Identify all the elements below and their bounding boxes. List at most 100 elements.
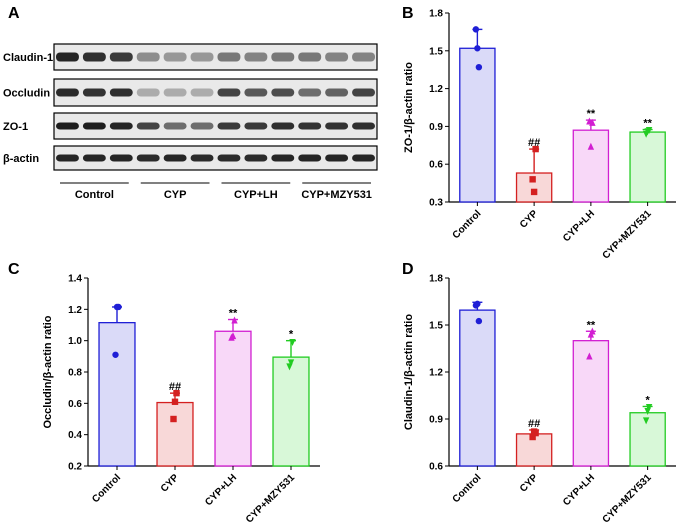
y-tick-label: 0.3 — [429, 198, 443, 209]
blot-band — [163, 122, 187, 130]
y-tick-label: 1.5 — [429, 321, 443, 332]
bar-cyp-mzy531 — [629, 412, 666, 467]
blot-band — [352, 88, 375, 97]
data-point — [645, 126, 653, 134]
blot-band — [190, 52, 214, 62]
blot-band — [271, 88, 295, 97]
x-tick-label: CYP+MZY531 — [601, 208, 654, 261]
data-point — [587, 142, 595, 150]
blot-band — [136, 122, 160, 130]
panel-d-claudin1-chart: D 0.6 0.9 1.2 1.5 1.8 Claudin-1/β-actin ratio… — [402, 261, 676, 526]
y-tick-label: 0.4 — [68, 430, 82, 441]
data-point — [474, 45, 481, 52]
x-tick-label: CYP+LH — [203, 472, 239, 508]
blot-band — [56, 88, 79, 97]
blot-band — [271, 52, 295, 62]
data-point — [475, 63, 483, 71]
blot-band — [82, 88, 106, 97]
blot-band — [109, 122, 133, 130]
blot-band — [298, 154, 322, 162]
bar-group-cyp-mzy531: * CYP+MZY531 — [244, 329, 310, 526]
blot-strip-zo-1 — [53, 112, 378, 140]
bar-group-cyp: ## CYP — [156, 381, 194, 495]
blot-band — [217, 122, 241, 130]
bar-group-cyp-lh: ** CYP+LH — [561, 319, 610, 508]
y-tick-label: 1.8 — [429, 9, 443, 20]
blot-group-label-cyp: CYP — [164, 189, 187, 201]
data-point — [229, 332, 237, 340]
data-point — [530, 188, 538, 196]
blot-band — [271, 154, 295, 162]
x-tick-label: CYP — [518, 472, 541, 495]
bar-group-cyp: ## CYP — [515, 418, 553, 495]
y-tick-label: 1.8 — [429, 274, 443, 285]
data-point — [170, 415, 177, 423]
blot-band — [325, 154, 349, 162]
blot-band — [244, 52, 268, 62]
significance-label: ** — [229, 308, 238, 320]
y-axis-label: Occludin/β-actin ratio — [42, 315, 54, 428]
blot-strip-actin — [53, 145, 378, 171]
blot-band — [352, 52, 375, 62]
x-tick-label: Control — [451, 472, 484, 505]
significance-label: ** — [587, 108, 596, 120]
blot-band — [217, 52, 241, 62]
data-point — [112, 351, 119, 358]
blot-frame — [53, 78, 378, 107]
y-tick-label: 0.6 — [429, 462, 443, 473]
blot-label-claudin-1: Claudin-1 — [3, 52, 53, 64]
data-point — [586, 352, 593, 360]
y-tick-label: 1.2 — [68, 305, 82, 316]
bar-group-cyp-lh: ** CYP+LH — [203, 308, 252, 508]
bar-group-cyp-mzy531: * CYP+MZY531 — [601, 394, 666, 526]
blot-strip-claudin-1 — [53, 43, 378, 71]
x-tick-label: CYP — [159, 472, 182, 495]
panel-c-occludin-chart: C 0.2 0.4 0.6 0.8 1.0 1.2 1.4 Occludin/β-actin … — [8, 261, 320, 526]
blot-band — [163, 52, 187, 62]
significance-label: ## — [169, 381, 181, 393]
bar-group-cyp: ## CYP — [515, 137, 553, 231]
y-tick-label: 0.6 — [429, 160, 443, 171]
blot-band — [56, 52, 79, 62]
significance-label: * — [289, 329, 294, 341]
blot-label-actin: β-actin — [3, 153, 39, 165]
data-point — [115, 303, 122, 311]
bar-cyp-lh — [572, 129, 610, 203]
bar-group-control: Control — [451, 26, 496, 241]
bar-group-control: Control — [451, 300, 496, 505]
x-tick-label: CYP+MZY531 — [601, 472, 654, 525]
bar-cyp-lh — [214, 330, 252, 467]
bar-control — [98, 321, 136, 467]
data-point — [589, 327, 596, 335]
data-point — [287, 359, 295, 367]
blot-band — [298, 88, 322, 97]
x-tick-label: CYP — [518, 208, 541, 231]
blot-band — [325, 88, 349, 97]
data-point — [289, 339, 296, 347]
y-axis-label: ZO-1/β-actin ratio — [403, 62, 415, 153]
x-tick-label: CYP+LH — [561, 208, 597, 244]
blot-band — [244, 122, 268, 130]
y-tick-label: 0.9 — [429, 122, 443, 133]
bar-cyp-mzy531 — [272, 356, 310, 467]
blot-band — [217, 154, 241, 162]
blot-band — [298, 122, 322, 130]
panel-b-zo1-chart: B 0.3 0.6 0.9 1.2 1.5 1.8 ZO-1/β-actin ratio Co… — [402, 5, 676, 262]
y-tick-label: 1.5 — [429, 46, 443, 57]
blot-group-label-cyp-lh: CYP+LH — [234, 189, 278, 201]
y-tick-label: 0.9 — [429, 415, 443, 426]
bar-group-cyp-mzy531: ** CYP+MZY531 — [601, 118, 666, 262]
significance-label: ** — [643, 118, 652, 130]
data-point — [171, 398, 179, 405]
blot-band — [56, 122, 79, 130]
blot-frame — [53, 112, 378, 140]
y-tick-label: 1.2 — [429, 84, 443, 95]
y-tick-label: 1.4 — [68, 274, 82, 285]
bar-group-control: Control — [90, 303, 136, 505]
x-tick-label: Control — [90, 472, 123, 505]
bar-control — [459, 309, 496, 467]
data-point — [532, 145, 539, 153]
y-axis-label: Claudin-1/β-actin ratio — [403, 314, 415, 430]
blot-label-occludin: Occludin — [3, 88, 50, 100]
